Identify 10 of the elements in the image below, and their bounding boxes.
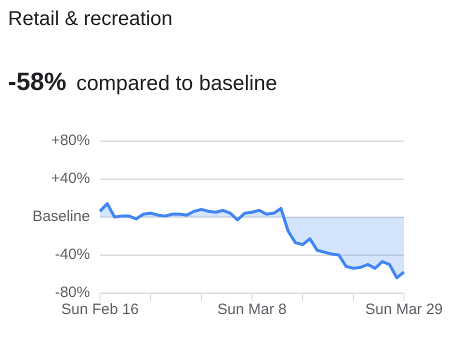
x-tick-label: Sun Mar 29 xyxy=(365,301,443,318)
y-tick-label: Baseline xyxy=(32,208,90,226)
chart-title: Retail & recreation xyxy=(8,8,173,31)
chart-subtitle: -58% compared to baseline xyxy=(8,68,278,97)
x-tick-label: Sun Feb 16 xyxy=(61,301,139,318)
y-tick-label: +40% xyxy=(51,170,90,188)
y-tick-label: -80% xyxy=(54,284,90,302)
y-tick-label: -40% xyxy=(54,246,90,264)
x-tick-label: Sun Mar 8 xyxy=(217,301,287,318)
y-tick-label: +80% xyxy=(51,132,90,150)
